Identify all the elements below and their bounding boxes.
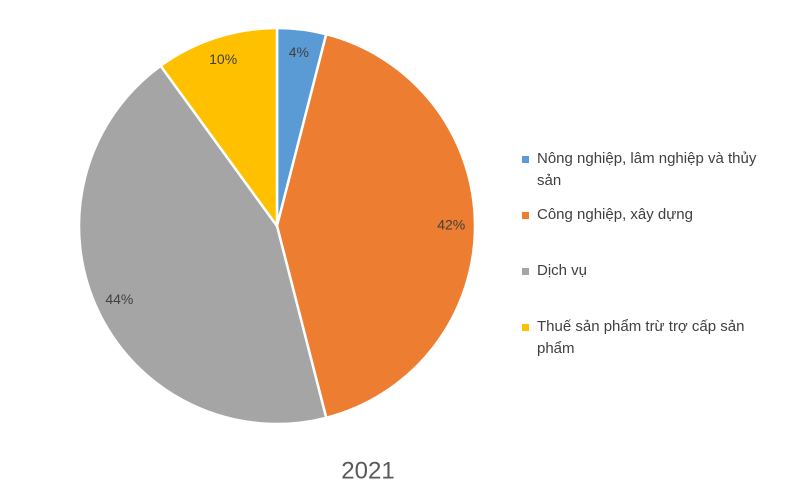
legend-item: Công nghiệp, xây dựng <box>522 204 772 260</box>
legend-label: Công nghiệp, xây dựng <box>537 206 693 223</box>
legend-swatch <box>522 268 529 275</box>
legend-item: Dịch vụ <box>522 260 772 316</box>
data-label: 42% <box>437 217 465 233</box>
data-label: 44% <box>105 291 133 307</box>
pie-slice <box>77 64 328 426</box>
legend-swatch <box>522 212 529 219</box>
legend-item: Nông nghiệp, lâm nghiệp và thủy sản <box>522 148 772 204</box>
pie-slice <box>158 26 279 230</box>
legend-swatch <box>522 156 529 163</box>
data-label: 10% <box>209 51 237 67</box>
legend-label: Dịch vụ <box>537 262 588 279</box>
legend-swatch <box>522 324 529 331</box>
legend-label: Thuế sản phẩm trừ trợ cấp sản phẩm <box>537 318 745 357</box>
data-label: 4% <box>289 44 309 60</box>
legend-label: Nông nghiệp, lâm nghiệp và thủy sản <box>537 150 757 189</box>
legend-item: Thuế sản phẩm trừ trợ cấp sản phẩm <box>522 316 772 372</box>
legend: Nông nghiệp, lâm nghiệp và thủy sản Công … <box>522 148 772 372</box>
pie-slice <box>275 32 477 420</box>
chart-title: 2021 <box>341 457 394 484</box>
